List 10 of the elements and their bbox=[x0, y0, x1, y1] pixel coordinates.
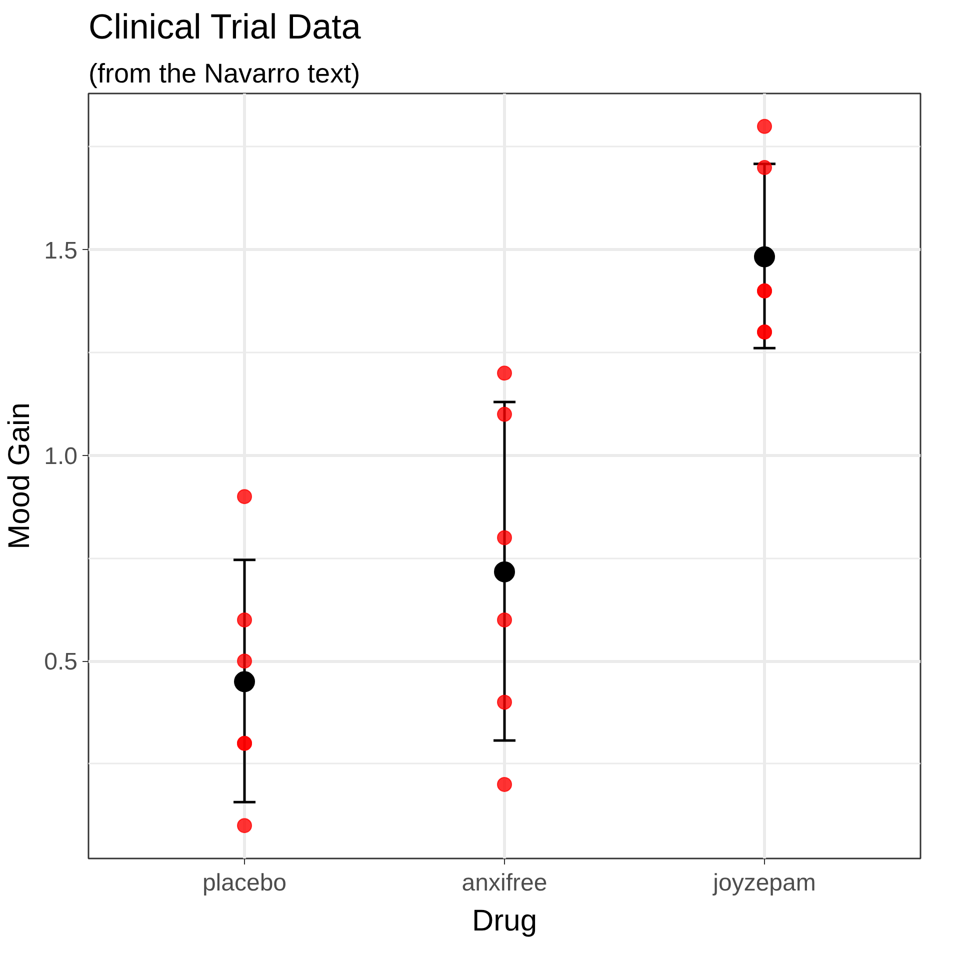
x-tick-label: placebo bbox=[202, 870, 287, 896]
x-tick-label: joyzepam bbox=[712, 870, 816, 896]
chart-subtitle: (from the Navarro text) bbox=[88, 58, 360, 88]
y-axis-title: Mood Gain bbox=[3, 402, 36, 550]
y-tick-label: 1.5 bbox=[44, 237, 78, 264]
x-axis-title: Drug bbox=[472, 904, 538, 938]
chart-title: Clinical Trial Data bbox=[88, 8, 362, 46]
y-tick-label: 1.0 bbox=[44, 442, 78, 470]
x-tick-label: anxifree bbox=[462, 870, 548, 896]
y-tick-label: 0.5 bbox=[44, 648, 78, 676]
